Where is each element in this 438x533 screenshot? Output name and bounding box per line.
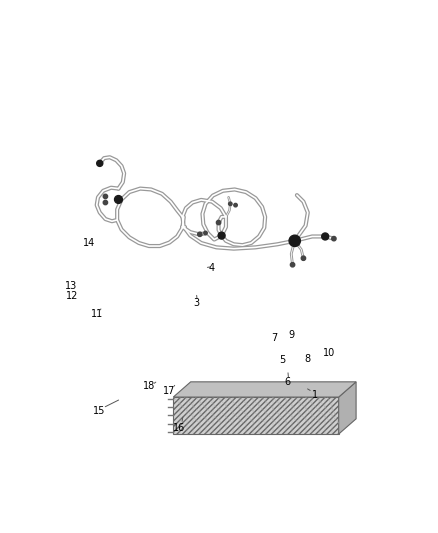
Text: 16: 16	[173, 423, 185, 433]
Text: 9: 9	[289, 330, 295, 340]
Circle shape	[218, 232, 225, 239]
Polygon shape	[173, 397, 339, 434]
Circle shape	[289, 235, 300, 246]
Text: 18: 18	[143, 381, 155, 391]
Circle shape	[103, 194, 108, 199]
Polygon shape	[339, 382, 356, 434]
Text: 1: 1	[312, 390, 318, 400]
Circle shape	[234, 204, 237, 207]
Circle shape	[97, 160, 103, 166]
Text: 3: 3	[193, 298, 199, 309]
Circle shape	[115, 196, 122, 204]
Text: 8: 8	[304, 354, 311, 364]
Circle shape	[332, 237, 336, 241]
Circle shape	[301, 256, 306, 261]
Polygon shape	[173, 382, 356, 397]
Circle shape	[322, 233, 328, 240]
Circle shape	[103, 200, 108, 205]
Text: 17: 17	[163, 385, 175, 395]
Text: 4: 4	[208, 263, 215, 273]
Text: 13: 13	[65, 281, 77, 291]
Circle shape	[216, 220, 221, 225]
Text: 7: 7	[271, 333, 277, 343]
Text: 15: 15	[93, 406, 106, 416]
Circle shape	[198, 232, 202, 237]
Text: 12: 12	[66, 291, 78, 301]
Text: 6: 6	[285, 377, 291, 387]
Text: 11: 11	[91, 309, 103, 319]
Text: 5: 5	[279, 355, 286, 365]
Circle shape	[290, 263, 295, 267]
Circle shape	[229, 202, 232, 206]
Text: 10: 10	[323, 348, 336, 358]
Circle shape	[204, 231, 207, 235]
Text: 14: 14	[83, 238, 95, 247]
